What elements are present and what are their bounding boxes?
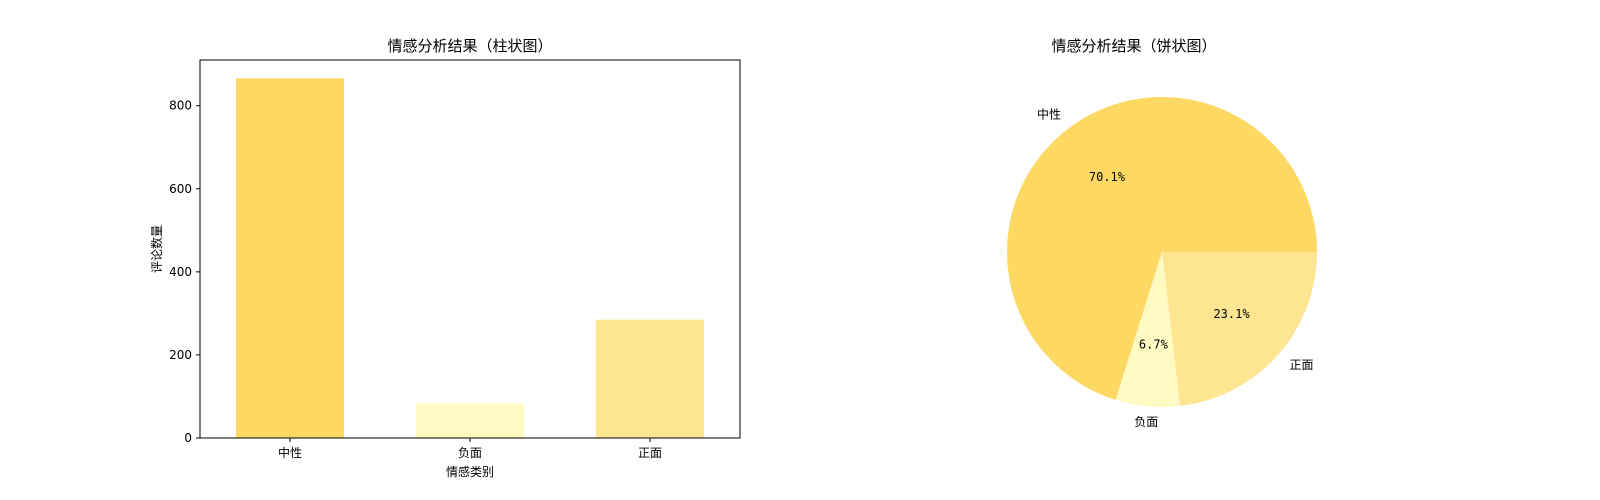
pie-percent-label: 70.1% bbox=[1089, 170, 1126, 184]
y-tick-label: 600 bbox=[169, 182, 192, 196]
bar-1 bbox=[416, 403, 524, 438]
bar-2 bbox=[596, 319, 704, 438]
bar-chart-x-ticks: 中性 负面 正面 bbox=[278, 438, 662, 460]
bar-chart-title: 情感分析结果（柱状图） bbox=[387, 37, 552, 55]
bar-chart-y-axis-label: 评论数量 bbox=[149, 225, 164, 273]
x-tick-label: 中性 bbox=[278, 445, 302, 460]
bar-chart-x-axis-label: 情感类别 bbox=[446, 464, 494, 479]
pie-percent-label: 6.7% bbox=[1139, 338, 1169, 352]
bar-chart-axes-frame bbox=[199, 59, 741, 439]
pie-slice-0 bbox=[1006, 96, 1317, 400]
y-tick-label: 400 bbox=[169, 265, 192, 279]
pie-slice-1 bbox=[1115, 252, 1181, 407]
pie-slice-2 bbox=[1162, 252, 1317, 406]
pie-chart-title: 情感分析结果（饼状图） bbox=[1051, 37, 1216, 55]
pie-slice-label: 负面 bbox=[1134, 415, 1158, 429]
bar-chart: 情感分析结果（柱状图） 0 200 400 600 800 中性 负面 正面 情感类别 评论… bbox=[149, 37, 741, 479]
bar-chart-bars bbox=[236, 78, 704, 439]
pie-chart-slices bbox=[1006, 96, 1317, 407]
pie-chart: 情感分析结果（饼状图） 中性 70.1% 负面 6.7% 正面 23.1% bbox=[1006, 37, 1317, 429]
y-tick-label: 800 bbox=[169, 99, 192, 113]
x-tick-label: 正面 bbox=[638, 446, 662, 460]
bar-chart-y-ticks: 0 200 400 600 800 bbox=[169, 99, 200, 445]
y-tick-label: 200 bbox=[169, 348, 192, 362]
pie-slice-label: 中性 bbox=[1037, 107, 1061, 122]
pie-slice-label: 正面 bbox=[1289, 358, 1313, 372]
pie-chart-labels: 中性 70.1% 负面 6.7% 正面 23.1% bbox=[1037, 107, 1313, 429]
x-tick-label: 负面 bbox=[458, 446, 482, 460]
y-tick-label: 0 bbox=[184, 431, 192, 445]
pie-percent-label: 23.1% bbox=[1213, 307, 1250, 321]
bar-0 bbox=[236, 78, 344, 439]
